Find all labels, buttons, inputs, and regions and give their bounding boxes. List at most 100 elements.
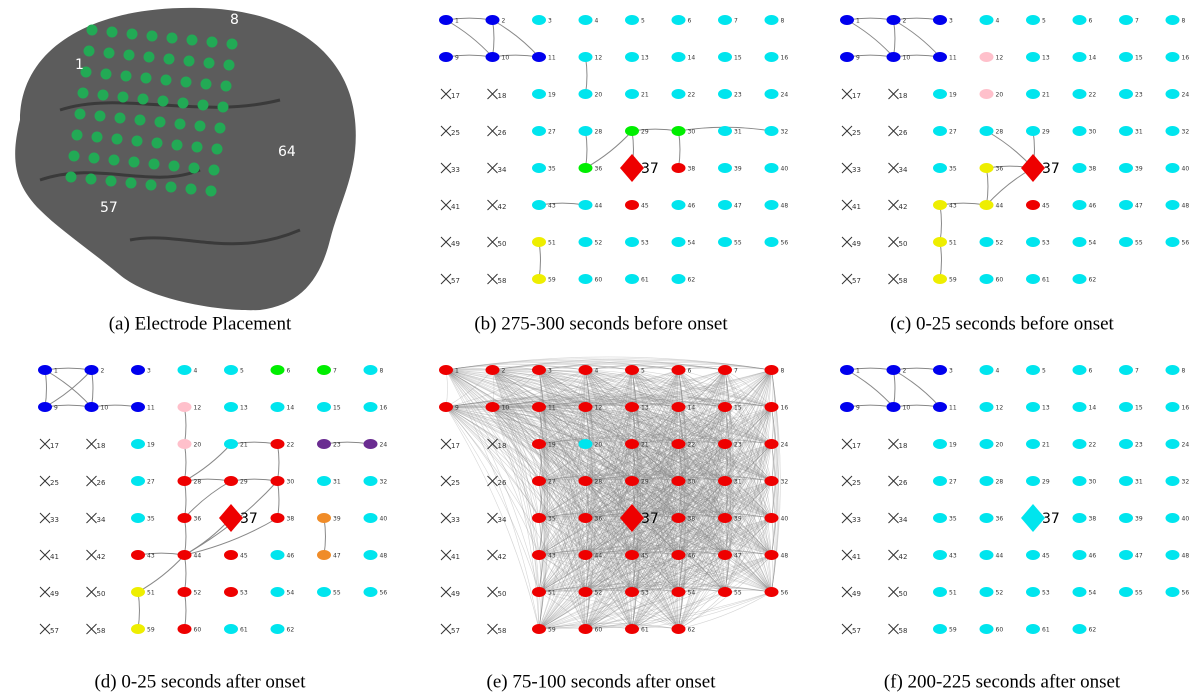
electrode-node	[765, 439, 779, 449]
electrode-node	[1026, 624, 1040, 634]
electrode-label: 54	[287, 590, 295, 597]
electrode-dot	[169, 161, 180, 172]
electrode-node	[672, 624, 686, 634]
edge	[539, 242, 540, 279]
electrode-label: 27	[949, 129, 957, 136]
electrode-label: 41	[451, 203, 460, 211]
excluded-electrode	[488, 550, 498, 560]
excluded-electrode	[87, 587, 97, 597]
electrode-label: 42	[899, 553, 908, 561]
electrode-node	[1026, 402, 1040, 412]
electrode-label: 33	[451, 516, 460, 524]
electrode-dot	[166, 182, 177, 193]
electrode-label: 12	[996, 55, 1004, 62]
electrode-node	[625, 274, 639, 284]
electrode-node	[1073, 624, 1087, 634]
electrode-node	[887, 15, 901, 25]
edge	[45, 370, 92, 407]
electrode-dot	[126, 178, 137, 189]
electrode-label: 54	[688, 590, 696, 597]
electrode-label: 34	[498, 166, 507, 174]
electrode-label: 23	[1135, 442, 1143, 449]
electrode-label: 14	[1089, 405, 1097, 412]
electrode-label: 19	[949, 92, 957, 99]
electrode-label: 31	[734, 479, 742, 486]
edge	[446, 370, 447, 407]
electrode-label: 62	[1089, 277, 1097, 284]
electrode-label: 7	[1135, 368, 1139, 375]
electrode-dot	[141, 73, 152, 84]
edge	[185, 407, 186, 444]
electrode-label: 44	[595, 553, 603, 560]
electrode-node	[178, 513, 192, 523]
electrode-label: 13	[1042, 405, 1050, 412]
electrode-node	[980, 126, 994, 136]
electrode-node	[840, 15, 854, 25]
edge	[185, 481, 186, 518]
electrode-label: 2	[903, 18, 907, 25]
edge	[940, 205, 941, 242]
electrode-dot	[138, 94, 149, 105]
excluded-electrode	[842, 513, 852, 523]
excluded-electrode	[488, 587, 498, 597]
electrode-label: 18	[899, 442, 908, 450]
electrode-dot	[192, 142, 203, 153]
electrode-node	[532, 15, 546, 25]
electrode-node	[1119, 365, 1133, 375]
electrode-label: 27	[548, 129, 556, 136]
electrode-dot	[101, 69, 112, 80]
electrode-label: 29	[1042, 479, 1050, 486]
excluded-electrode	[40, 439, 50, 449]
electrode-label: 42	[498, 553, 507, 561]
electrode-node	[980, 237, 994, 247]
electrode-label: 59	[548, 627, 556, 634]
electrode-dot	[207, 37, 218, 48]
electrode-label: 9	[455, 55, 459, 62]
electrode-node	[933, 550, 947, 560]
electrode-label: 34	[97, 516, 106, 524]
electrode-label: 9	[54, 405, 58, 412]
electrode-label: 49	[852, 590, 861, 598]
electrode-label: 6	[1089, 368, 1093, 375]
electrode-dot	[195, 121, 206, 132]
electrode-node	[933, 402, 947, 412]
electrode-node	[178, 402, 192, 412]
electrode-label: 53	[240, 590, 248, 597]
electrode-label: 8	[380, 368, 384, 375]
electrode-label: 8	[1182, 368, 1186, 375]
excluded-electrode	[842, 476, 852, 486]
excluded-electrode	[87, 513, 97, 523]
electrode-node	[486, 402, 500, 412]
excluded-electrode	[488, 200, 498, 210]
electrode-node	[271, 550, 285, 560]
electrode-label: 14	[688, 405, 696, 412]
electrode-node	[980, 15, 994, 25]
electrode-node	[718, 365, 732, 375]
electrode-label: 59	[949, 277, 957, 284]
electrode-dot	[184, 56, 195, 67]
electrode-node	[317, 550, 331, 560]
panel-caption: (f) 200-225 seconds after onset	[884, 671, 1121, 692]
electrode-label: 51	[949, 590, 957, 597]
electrode-node	[579, 513, 593, 523]
electrode-label: 35	[949, 166, 957, 173]
excluded-electrode	[441, 200, 451, 210]
electrode-node	[933, 200, 947, 210]
electrode-dot	[172, 140, 183, 151]
electrode-label: 1	[54, 368, 58, 375]
electrode-label: 60	[595, 277, 603, 284]
electrode-label: 4	[595, 368, 599, 375]
electrode-node	[718, 402, 732, 412]
electrode-label: 32	[1182, 129, 1190, 136]
electrode-node	[579, 15, 593, 25]
electrode-label: 45	[1042, 203, 1050, 210]
electrode-label: 27	[548, 479, 556, 486]
electrode-node	[672, 365, 686, 375]
electrode-label: 43	[548, 203, 556, 210]
electrode-label: 11	[147, 405, 155, 412]
electrode-label: 61	[240, 627, 248, 634]
electrode-node	[532, 365, 546, 375]
edge	[278, 481, 279, 518]
electrode-label: 48	[781, 553, 789, 560]
electrode-label: 12	[996, 405, 1004, 412]
